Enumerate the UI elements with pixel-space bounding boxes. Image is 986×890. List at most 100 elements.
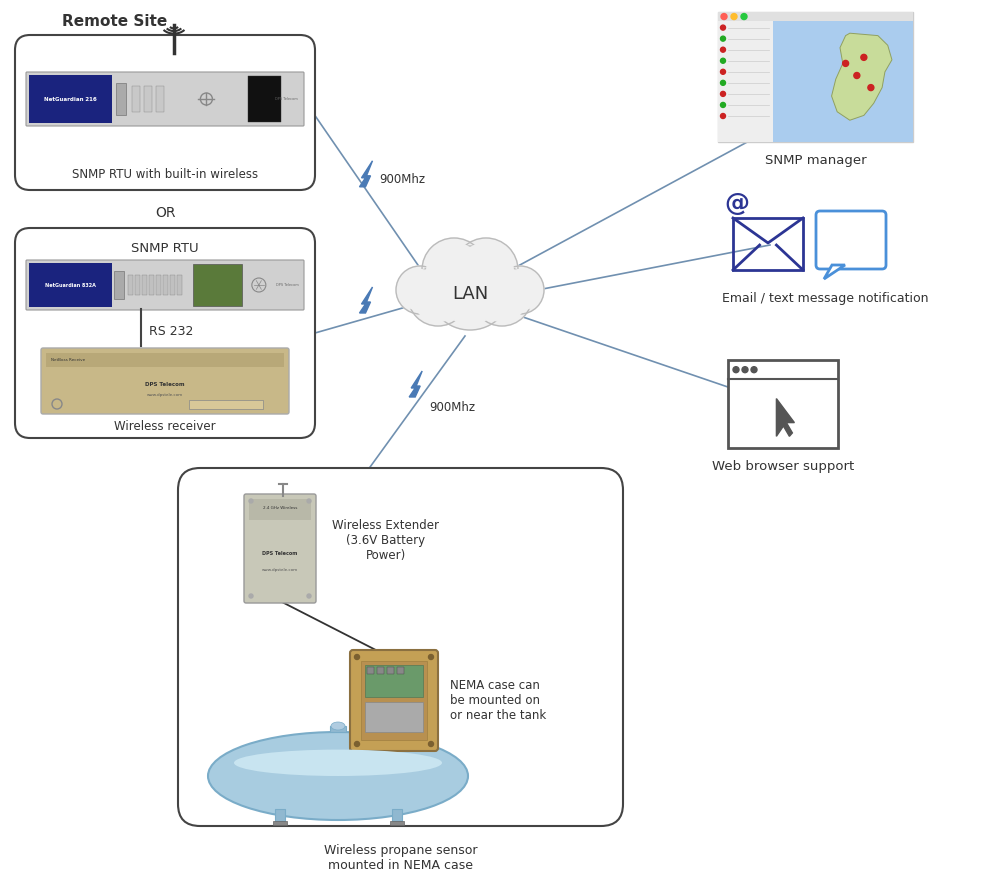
Text: NetGuardian 832A: NetGuardian 832A xyxy=(45,282,96,287)
Bar xyxy=(361,661,427,740)
Circle shape xyxy=(500,270,540,311)
Bar xyxy=(135,275,140,295)
Bar xyxy=(249,499,311,520)
Text: @: @ xyxy=(725,192,749,216)
Bar xyxy=(163,275,168,295)
Circle shape xyxy=(422,238,486,302)
Circle shape xyxy=(427,243,481,297)
Bar xyxy=(274,809,285,821)
Text: DPS Telecom: DPS Telecom xyxy=(145,382,184,386)
Circle shape xyxy=(307,594,311,598)
Text: 2.4 GHz Wireless: 2.4 GHz Wireless xyxy=(263,506,297,510)
Polygon shape xyxy=(831,33,892,120)
Bar xyxy=(718,12,913,21)
Circle shape xyxy=(434,252,506,324)
Bar xyxy=(367,667,374,674)
Circle shape xyxy=(751,367,757,373)
Circle shape xyxy=(721,102,726,108)
Text: Email / text message notification: Email / text message notification xyxy=(722,292,928,305)
Bar xyxy=(170,275,175,295)
Bar xyxy=(728,360,838,448)
Ellipse shape xyxy=(234,749,442,776)
Text: 900Mhz: 900Mhz xyxy=(429,400,475,414)
Circle shape xyxy=(721,92,726,96)
Text: SNMP RTU: SNMP RTU xyxy=(131,241,199,255)
Bar xyxy=(144,86,152,112)
Text: SNMP manager: SNMP manager xyxy=(765,154,867,167)
Circle shape xyxy=(721,25,726,30)
Circle shape xyxy=(861,54,867,61)
Bar xyxy=(156,86,164,112)
Circle shape xyxy=(843,61,849,67)
Bar xyxy=(46,353,284,367)
Bar xyxy=(29,263,111,307)
Circle shape xyxy=(429,654,434,659)
Bar xyxy=(718,21,773,142)
Bar xyxy=(128,275,133,295)
Text: SNMP RTU with built-in wireless: SNMP RTU with built-in wireless xyxy=(72,167,258,181)
Text: OR: OR xyxy=(155,206,176,220)
Polygon shape xyxy=(776,399,795,436)
Circle shape xyxy=(496,266,544,314)
Circle shape xyxy=(355,741,360,747)
Bar xyxy=(397,667,404,674)
Text: NEMA case can
be mounted on
or near the tank: NEMA case can be mounted on or near the … xyxy=(450,679,546,722)
Circle shape xyxy=(476,271,528,321)
Bar xyxy=(142,275,147,295)
Bar xyxy=(272,821,287,825)
Circle shape xyxy=(721,114,726,118)
Circle shape xyxy=(355,654,360,659)
Bar xyxy=(773,21,913,142)
Circle shape xyxy=(721,13,727,20)
Text: NetBoss Receive: NetBoss Receive xyxy=(51,358,85,362)
FancyBboxPatch shape xyxy=(178,468,623,826)
Polygon shape xyxy=(409,371,422,397)
Circle shape xyxy=(396,266,444,314)
Bar xyxy=(113,271,124,299)
Text: www.dpstele.com: www.dpstele.com xyxy=(147,392,183,397)
FancyBboxPatch shape xyxy=(350,650,438,751)
Circle shape xyxy=(412,271,463,321)
Circle shape xyxy=(429,741,434,747)
Bar xyxy=(387,667,394,674)
Text: Wireless Extender
(3.6V Battery
Power): Wireless Extender (3.6V Battery Power) xyxy=(332,519,439,562)
Circle shape xyxy=(472,266,532,326)
Text: DPS Telecom: DPS Telecom xyxy=(276,283,299,287)
FancyBboxPatch shape xyxy=(244,494,316,603)
Circle shape xyxy=(721,69,726,74)
Bar xyxy=(115,84,126,115)
FancyBboxPatch shape xyxy=(15,228,315,438)
Circle shape xyxy=(399,270,441,311)
Circle shape xyxy=(721,58,726,63)
Bar xyxy=(718,12,913,142)
Circle shape xyxy=(742,367,748,373)
Ellipse shape xyxy=(208,732,468,820)
Circle shape xyxy=(721,80,726,85)
Circle shape xyxy=(408,266,468,326)
Circle shape xyxy=(854,72,860,78)
Text: LAN: LAN xyxy=(452,285,488,303)
Bar xyxy=(156,275,161,295)
Bar xyxy=(29,75,111,123)
Text: Wireless receiver: Wireless receiver xyxy=(114,419,216,433)
Bar xyxy=(132,86,140,112)
Text: Web browser support: Web browser support xyxy=(712,460,854,473)
Text: NetGuardian 216: NetGuardian 216 xyxy=(44,96,97,101)
Circle shape xyxy=(249,594,253,598)
Bar xyxy=(247,76,281,122)
Bar xyxy=(733,218,803,270)
Circle shape xyxy=(249,499,253,503)
Bar xyxy=(149,275,154,295)
Bar xyxy=(365,665,423,697)
FancyBboxPatch shape xyxy=(26,260,304,310)
Text: www.dpstele.com: www.dpstele.com xyxy=(262,568,298,571)
Bar xyxy=(176,275,181,295)
FancyBboxPatch shape xyxy=(41,348,289,414)
Bar xyxy=(389,821,403,825)
Circle shape xyxy=(721,36,726,41)
Polygon shape xyxy=(824,265,845,279)
Circle shape xyxy=(868,85,874,91)
Bar xyxy=(377,667,384,674)
FancyBboxPatch shape xyxy=(26,72,304,126)
Circle shape xyxy=(741,13,747,20)
